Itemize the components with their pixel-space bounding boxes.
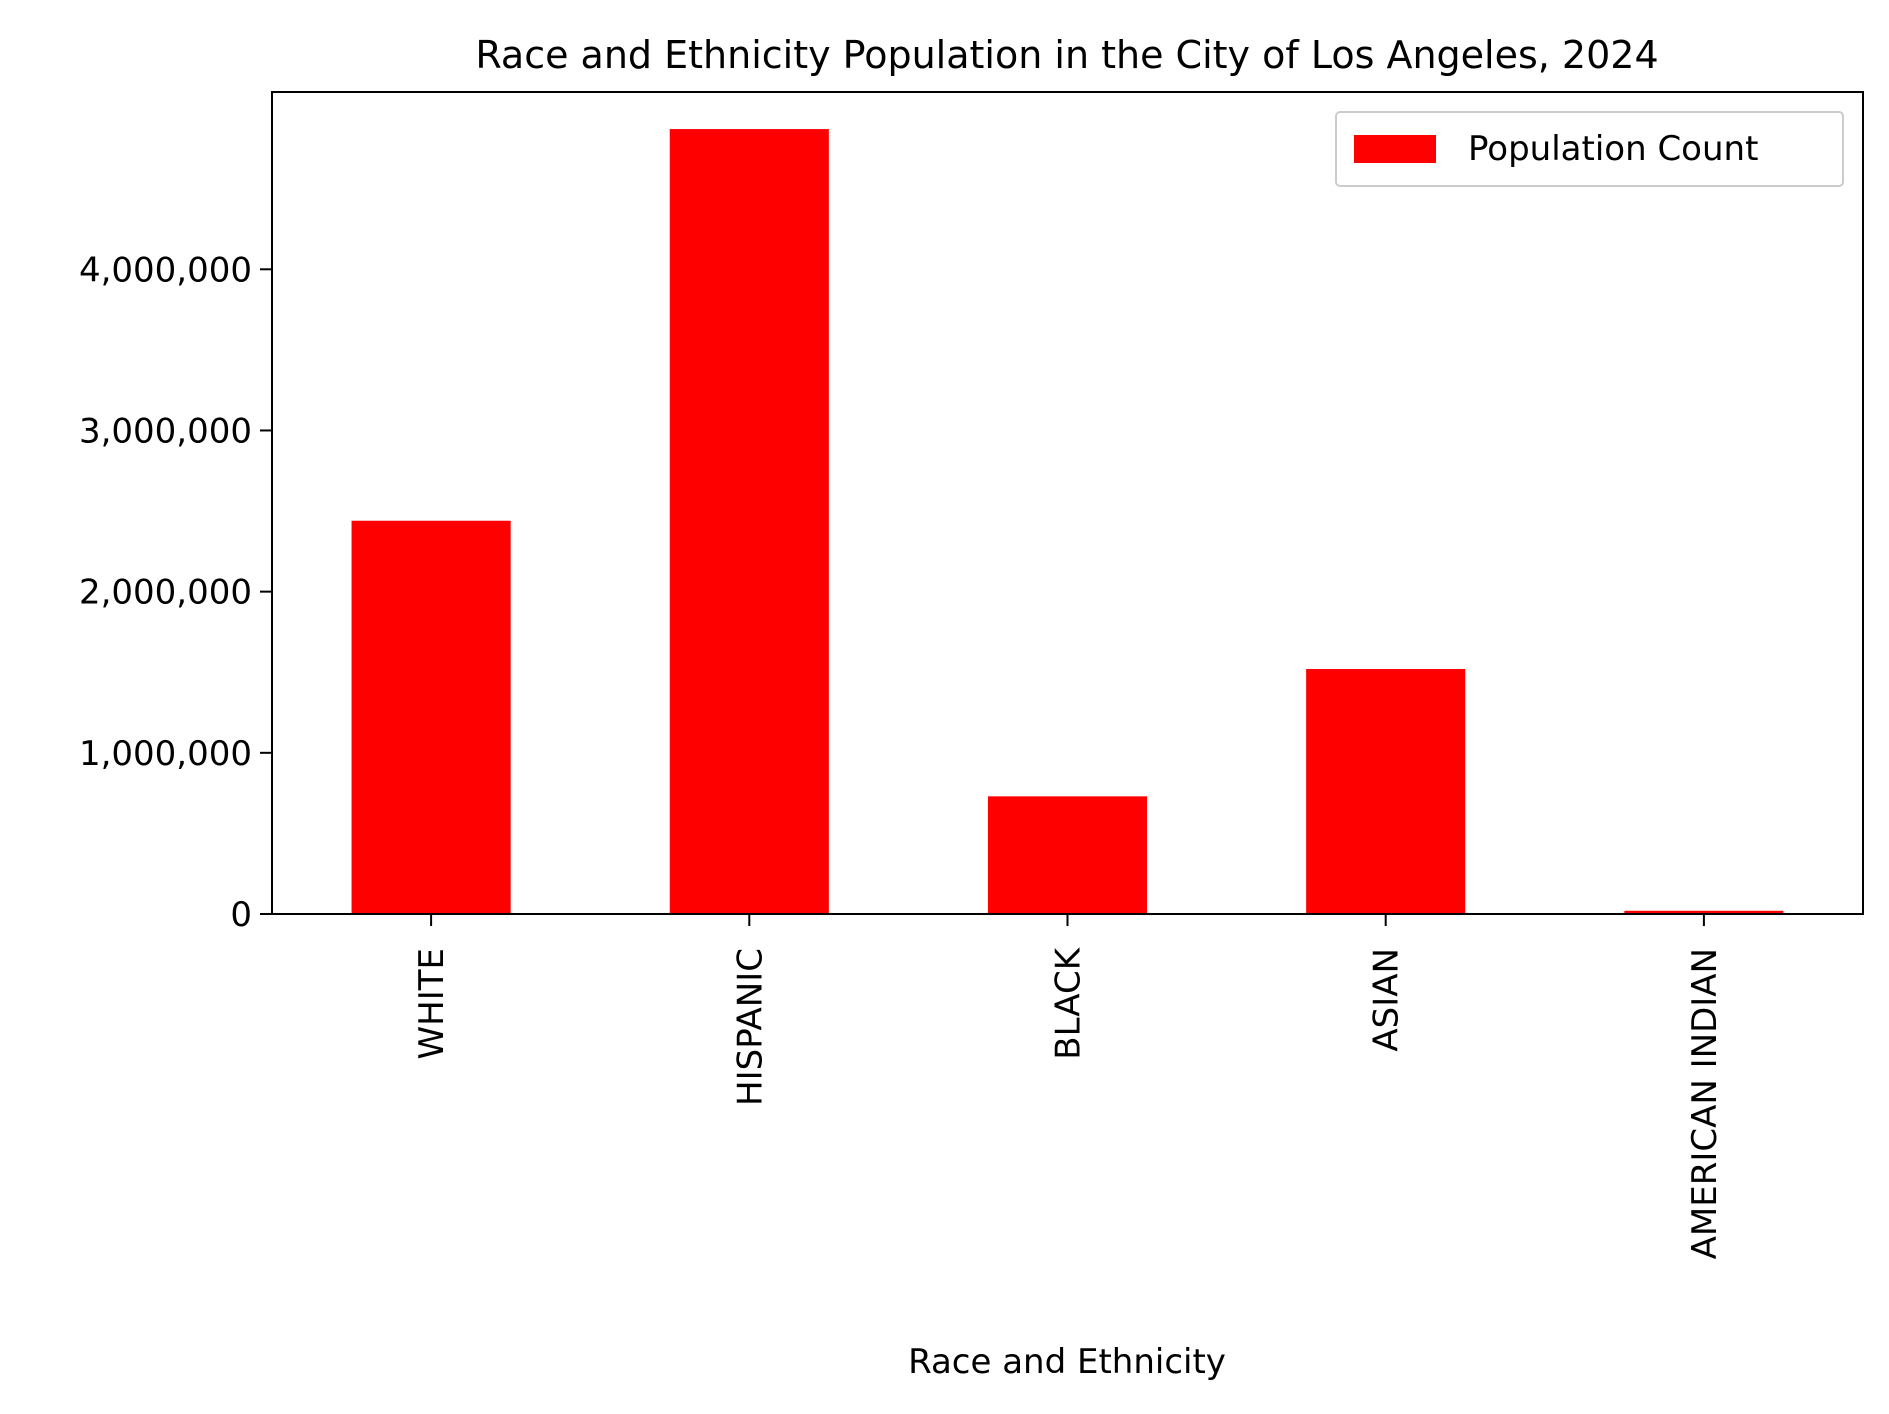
y-tick-label: 4,000,000 bbox=[79, 250, 252, 290]
legend: Population Count bbox=[1335, 111, 1844, 187]
bar-american-indian bbox=[1624, 910, 1784, 914]
chart-title: Race and Ethnicity Population in the Cit… bbox=[475, 33, 1658, 77]
bar-white bbox=[351, 520, 511, 914]
legend-frame bbox=[1335, 111, 1844, 187]
bar-black bbox=[987, 796, 1148, 914]
y-tick-label: 0 bbox=[230, 895, 252, 935]
bar-hispanic bbox=[669, 129, 829, 915]
x-tick-label: ASIAN bbox=[1367, 948, 1407, 1052]
x-tick-label: HISPANIC bbox=[730, 948, 770, 1106]
x-tick-label: BLACK bbox=[1049, 946, 1089, 1059]
bars-layer bbox=[351, 129, 1784, 915]
plot-area-frame bbox=[271, 91, 1864, 915]
y-tick-label: 2,000,000 bbox=[79, 573, 252, 613]
y-tick-label: 3,000,000 bbox=[79, 411, 252, 451]
legend-swatch bbox=[1354, 135, 1436, 163]
y-tick-label: 1,000,000 bbox=[79, 734, 252, 774]
x-tick-label: WHITE bbox=[412, 948, 452, 1059]
legend-label: Population Count bbox=[1468, 129, 1758, 169]
x-axis-label: Race and Ethnicity bbox=[908, 1342, 1226, 1382]
bar-asian bbox=[1306, 669, 1466, 914]
x-tick-label: AMERICAN INDIAN bbox=[1685, 948, 1725, 1259]
ticks-layer: WHITE HISPANIC BLACK ASIAN AMERICAN INDIAN 0 1… bbox=[79, 250, 1725, 1259]
